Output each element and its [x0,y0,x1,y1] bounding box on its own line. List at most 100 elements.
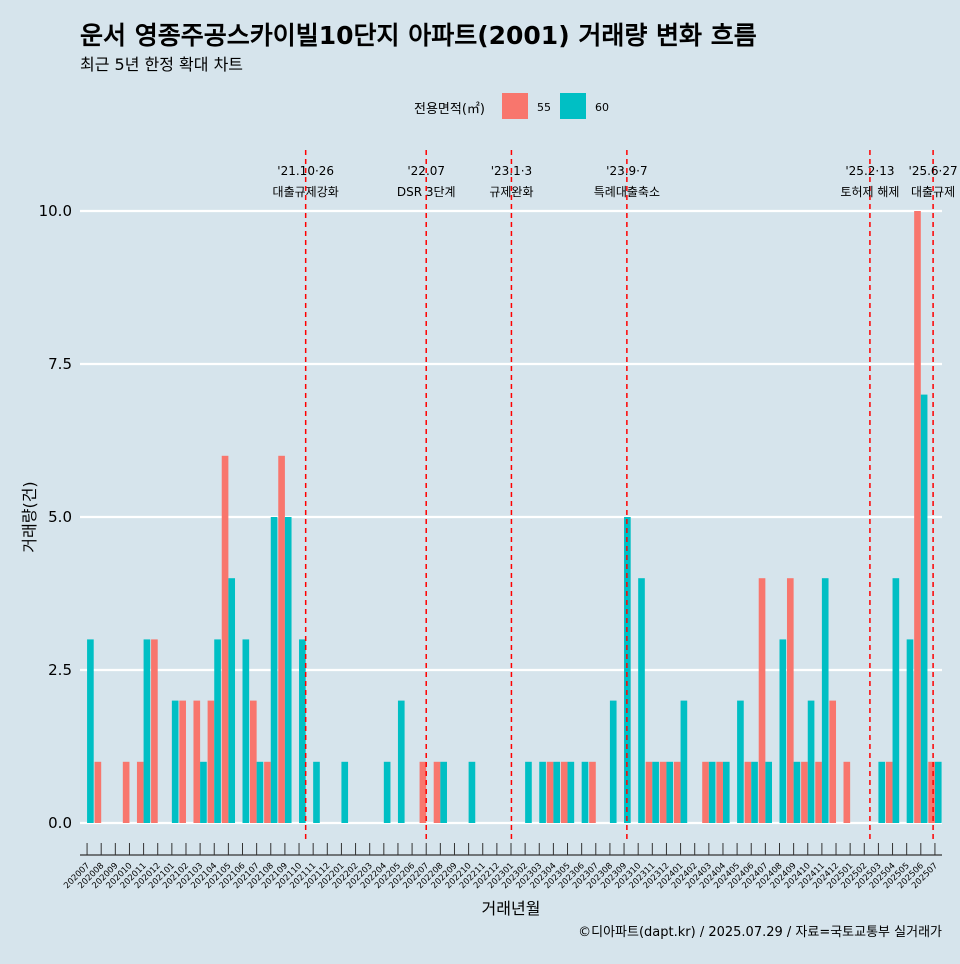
bar-55-202409 [786,578,794,823]
bar-60-202210 [468,761,476,823]
bar-60-202109 [284,517,292,823]
event-date-4: '25.2·13 [845,164,894,178]
bar-55-202103 [193,700,201,823]
event-text-1: DSR 3단계 [397,185,456,199]
bar-60-202007 [87,639,94,823]
y-axis-label: 거래량(건) [20,481,39,552]
bar-55-202109 [278,455,285,823]
event-date-5: '25.6·27 [909,164,958,178]
bar-60-202410 [807,700,815,823]
bar-60-202011 [143,639,151,823]
bar-60-202507 [934,761,942,823]
bar-60-202205 [397,700,405,823]
legend-label-60: 60 [595,101,609,114]
bar-60-202311 [652,761,659,823]
bar-60-202101 [171,700,179,823]
bar-60-202310 [638,578,645,823]
bar-60-202405 [737,700,744,823]
bar-55-202412 [829,700,837,823]
y-tick-label: 2.5 [48,661,72,679]
bar-60-202105 [228,578,236,823]
bar-60-202408 [779,639,787,823]
event-date-0: '21.10·26 [277,164,334,178]
bar-60-202506 [920,394,928,823]
bar-55-202411 [815,761,822,823]
bar-55-202102 [179,700,186,823]
bar-60-202404 [722,761,730,823]
x-axis: 2020072020082020092020102020112020122021… [62,843,942,891]
bar-55-202012 [151,639,158,823]
bar-60-202104 [214,639,221,823]
bar-60-202111 [313,761,320,823]
bar-55-202404 [716,761,723,823]
bar-60-202312 [666,761,674,823]
bar-55-202104 [207,700,215,823]
legend-swatch-55 [502,93,528,119]
bar-60-202409 [793,761,801,823]
bar-55-202107 [249,700,257,823]
bar-60-202302 [525,761,532,823]
bar-60-202110 [299,639,306,823]
bar-55-202208 [433,761,441,823]
event-text-3: 특례대출축소 [594,185,660,199]
bar-55-202010 [122,761,130,823]
bar-55-202504 [885,761,893,823]
bar-55-202407 [758,578,766,823]
bar-55-202311 [645,761,653,823]
y-tick-label: 7.5 [48,355,72,373]
bar-60-202107 [256,761,264,823]
bar-55-202008 [94,761,102,823]
legend-swatch-60 [560,93,586,119]
bar-55-202403 [702,761,709,823]
bar-55-202410 [801,761,808,823]
bars [87,211,942,823]
bar-60-202108 [270,517,278,823]
event-text-5: 대출규제 [911,185,955,199]
bar-55-202507 [928,761,935,823]
event-date-3: '23.9·7 [606,164,647,178]
y-tick-label: 10.0 [39,202,72,220]
bar-60-202103 [200,761,207,823]
bar-55-202207 [419,761,427,823]
bar-60-202503 [878,761,886,823]
bar-60-202401 [680,700,688,823]
bar-55-202305 [560,761,568,823]
event-text-2: 규제완화 [489,185,533,199]
event-date-1: '22.07 [407,164,445,178]
legend-label-55: 55 [537,101,551,114]
bar-55-202011 [136,761,144,823]
chart-subtitle: 최근 5년 한정 확대 차트 [80,55,243,74]
bar-60-202201 [341,761,349,823]
bar-55-202406 [744,761,752,823]
y-tick-label: 0.0 [48,814,72,832]
event-text-4: 토허제 해제 [840,185,899,199]
y-tick-label: 5.0 [48,508,72,526]
event-date-2: '23.1·3 [491,164,532,178]
y-axis: 0.0 2.5 5.0 7.5 10.0 [39,202,72,832]
bar-60-202309 [624,517,631,823]
x-axis-label: 거래년월 [482,899,541,918]
bar-55-202501 [843,761,851,823]
bar-60-202303 [539,761,546,823]
bar-60-202505 [906,639,914,823]
bar-60-202304 [553,761,561,823]
chart-title: 운서 영종주공스카이빌10단지 아파트(2001) 거래량 변화 흐름 [80,21,757,50]
chart-caption: ©디아파트(dapt.kr) / 2025.07.29 / 자료=국토교통부 실… [578,925,942,940]
bar-60-202305 [567,761,575,823]
bar-60-202504 [892,578,900,823]
bar-55-202108 [264,761,271,823]
bar-55-202307 [589,761,596,823]
event-markers: '21.10·26 대출규제강화 '22.07 DSR 3단계 '23.1·3 규제완화 '… [273,150,958,843]
event-text-0: 대출규제강화 [273,185,339,199]
bar-55-202401 [673,761,681,823]
bar-60-202403 [708,761,716,823]
bar-60-202308 [609,700,617,823]
bar-60-202204 [383,761,391,823]
bar-60-202406 [751,761,758,823]
bar-60-202306 [581,761,589,823]
bar-55-202105 [221,455,229,823]
bar-60-202407 [765,761,773,823]
bar-55-202312 [659,761,667,823]
